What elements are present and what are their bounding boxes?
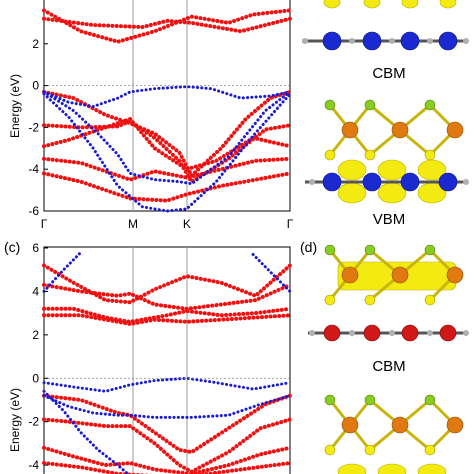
bottom-plot-frame: [43, 246, 291, 474]
top-cbm-label: CBM: [372, 65, 405, 82]
bottom-y-tick-label: 4: [32, 284, 39, 298]
bottom-red-band-6: [42, 445, 292, 474]
top-x-tick-label: Γ: [287, 217, 294, 231]
bottom-red-band-7: [42, 461, 292, 474]
bottom-y-tick-label: -2: [28, 415, 39, 429]
top-y-tick-label: -4: [28, 162, 39, 176]
top-cbm-atom-chain: [302, 31, 469, 51]
top-band-panel: 2 0 -2 -4 -6 Γ M K Γ Energy (eV): [8, 0, 294, 231]
top-red-band-6: [42, 171, 292, 203]
top-red-band-1: [42, 16, 292, 34]
top-structure-illustrations: CBM: [302, 0, 469, 228]
bottom-band-panel: (c) 6 4 2 0 -2 -4 Energy (eV): [4, 239, 292, 474]
top-y-axis-title: Energy (eV): [8, 74, 22, 138]
top-blue-band-0: [42, 85, 292, 108]
bottom-blue-band-2: [42, 376, 292, 393]
bottom-zigzag-layer: [324, 394, 464, 456]
bottom-y-tick-label: 6: [32, 241, 39, 255]
bottom-red-band-3: [42, 306, 292, 324]
bottom-y-tick-label: 0: [32, 371, 39, 385]
bottom-structure-illustrations: (d): [300, 239, 469, 474]
top-blue-band-2: [42, 92, 292, 213]
top-y-tick-label: -2: [28, 120, 39, 134]
top-x-tick-label: Γ: [41, 217, 48, 231]
top-x-tick-label: K: [183, 217, 191, 231]
bottom-cbm-atom-chain: [308, 324, 469, 342]
bottom-cbm-label: CBM: [372, 358, 405, 375]
top-red-band-0: [42, 8, 292, 44]
bottom-red-band-2: [42, 313, 292, 326]
top-red-band-5: [42, 156, 292, 182]
bottom-y-ticks: 6 4 2 0 -2 -4: [28, 241, 48, 472]
bottom-cbm-isosurface-layer: [324, 244, 464, 306]
bottom-red-band-0: [42, 263, 292, 305]
panel-label-d: (d): [300, 239, 317, 255]
top-band-lines: [42, 8, 292, 213]
bottom-vbm-isosurface-partial: [337, 463, 447, 474]
bottom-y-tick-label: 2: [32, 328, 39, 342]
top-y-tick-label: 0: [32, 79, 39, 93]
bottom-blue-band-1: [251, 253, 292, 293]
top-cbm-isosurface: [323, 0, 457, 9]
bottom-blue-band-3: [42, 394, 292, 419]
bottom-red-band-4: [42, 393, 292, 455]
top-red-band-2: [42, 89, 292, 178]
top-y-tick-label: -6: [28, 204, 39, 218]
bottom-y-axis-title: Energy (eV): [8, 388, 22, 452]
bottom-band-lines: [42, 250, 292, 474]
bottom-blue-band-4: [42, 389, 131, 474]
top-blue-band-1: [42, 90, 292, 186]
bottom-red-band-5: [42, 417, 292, 474]
top-x-tick-label: M: [128, 217, 138, 231]
top-vbm-isosurface: [305, 159, 469, 204]
bottom-red-band-1: [42, 282, 292, 311]
top-zigzag-layer: [324, 99, 464, 161]
top-vbm-label: VBM: [373, 211, 406, 228]
top-y-tick-label: 2: [32, 37, 39, 51]
top-y-ticks: 2 0 -2 -4 -6: [28, 37, 48, 218]
bottom-blue-band-0: [42, 250, 83, 293]
bottom-y-tick-label: -4: [28, 458, 39, 472]
panel-label-c: (c): [4, 239, 20, 255]
